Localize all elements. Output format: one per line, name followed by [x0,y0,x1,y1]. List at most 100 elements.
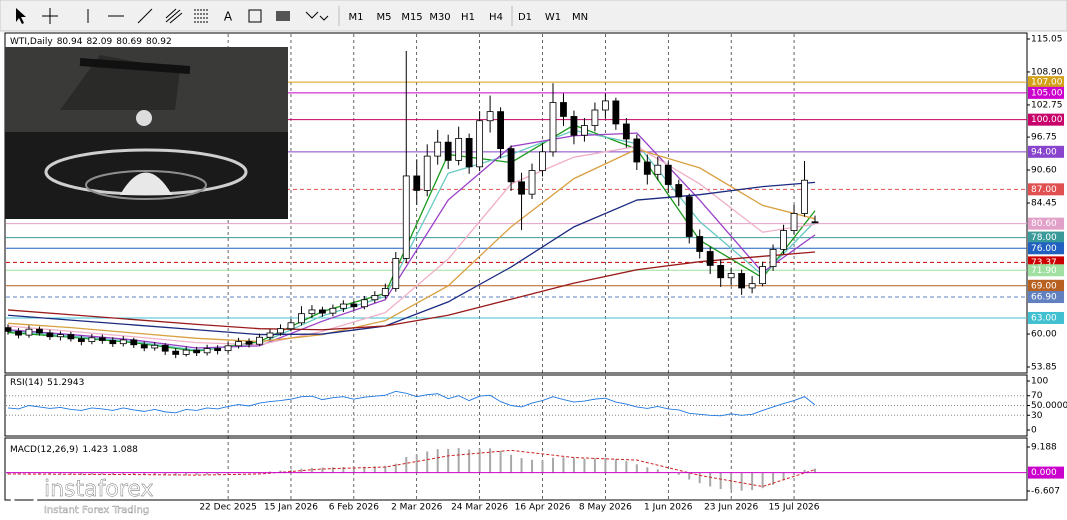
macd-bar [457,448,460,473]
timeframe-button[interactable]: W1 [545,12,561,23]
candle-body [88,337,96,342]
candle-body [130,339,138,346]
level-label-box [1028,113,1064,126]
text-tool[interactable]: A [224,10,233,24]
macd-bar [499,450,502,473]
candle-body [465,138,473,168]
candle-body [622,123,630,140]
macd-bar [551,457,554,473]
candle-body [266,332,274,338]
macd-bar [782,472,785,481]
macd-bar [656,469,659,473]
candle-body [612,100,620,125]
channel-tool[interactable] [165,8,183,24]
candle-body [119,339,127,345]
macd-bar [415,454,418,473]
y-tick-label: 84.45 [1031,199,1057,209]
macd-bar [352,467,355,473]
y-tick-label: 70 [1031,391,1043,401]
candle-body [36,328,43,334]
candle-body [748,283,756,289]
x-tick-label: 15 Jul 2026 [769,503,820,513]
macd-bar [719,472,722,490]
timeframe-button[interactable]: M15 [401,12,422,23]
macd-bar [394,463,397,473]
candle-body [717,265,725,279]
macd-bar [426,451,429,473]
header-value: 1.423 [82,445,108,455]
level-label-box [1028,183,1064,196]
plots: 22 Dec 2025 15 Jan 2026 6 Feb 2026 2 Mar 20… [4,34,1027,513]
shape-tool[interactable] [276,11,290,21]
macd-bar [698,472,701,484]
macd-bar [677,472,680,475]
candle-body [476,120,484,168]
macd-bar [195,472,198,476]
macd-bar [593,458,596,473]
ripple [85,170,207,200]
candle-body [256,336,263,345]
y-tick-label: 90.60 [1031,166,1057,176]
timeframe-button[interactable]: H4 [489,12,503,23]
cursor-tool[interactable] [16,8,26,24]
y-tick-label: 30 [1031,411,1043,421]
label-tool[interactable] [248,9,262,23]
logo-mark [8,476,40,508]
level-label-box [1028,231,1064,244]
macd-bar [27,472,30,474]
macd-bar [625,461,628,473]
fibo-tool[interactable] [194,9,208,23]
x-tick-label: 8 May 2026 [579,503,632,513]
candle-body [46,332,54,338]
level-label-box [1028,311,1064,324]
candle-body [591,109,599,126]
candle-body [172,350,180,355]
splash [120,172,172,195]
macd-bar [7,472,9,475]
candle-body [4,327,12,332]
macd-bar [709,472,712,487]
macd-bar [520,458,523,473]
candle-body [77,338,85,342]
macd-bar [300,468,303,473]
candle-body [193,349,201,354]
timeframe-button[interactable]: MN [572,12,588,23]
timeframe-button[interactable]: M30 [429,12,450,23]
timeframe-button[interactable]: H1 [461,12,475,23]
macd-signal [7,449,816,488]
candle-body [203,348,211,354]
macd-bar [279,470,282,473]
arrows-tool[interactable] [305,11,329,21]
macd-bar [562,457,565,473]
macd-bar [331,467,334,473]
header-value: 1.088 [112,445,138,455]
candle-body [339,303,347,309]
candle-body [601,100,609,111]
timeframe-button[interactable]: M1 [349,12,364,23]
level-label: 105.00 [1031,88,1063,98]
moving-average [7,148,816,343]
candle-body [371,295,379,301]
macd-bar [531,459,534,473]
candle-body [25,328,33,336]
oil-drop [136,110,152,126]
macd-bar [101,472,104,475]
macd-bar [48,472,51,475]
candle-body [455,138,463,161]
macd-bar [59,472,62,475]
candle-body [140,344,148,349]
trendline-tool[interactable] [137,8,153,24]
level-label-box [1028,466,1064,479]
candle-body [518,181,525,195]
candle-body [214,348,222,352]
timeframe-button[interactable]: D1 [518,12,532,23]
candle-body [507,148,515,183]
y-tick-label: 100 [1031,377,1048,387]
indicator-name: RSI(14) [10,378,43,388]
candle-body [581,125,588,136]
candle-body [801,179,808,214]
timeframe-button[interactable]: M5 [377,12,392,23]
candle-body [67,334,75,340]
level-label: 87.00 [1031,185,1057,195]
crosshair-tool[interactable] [42,8,58,24]
